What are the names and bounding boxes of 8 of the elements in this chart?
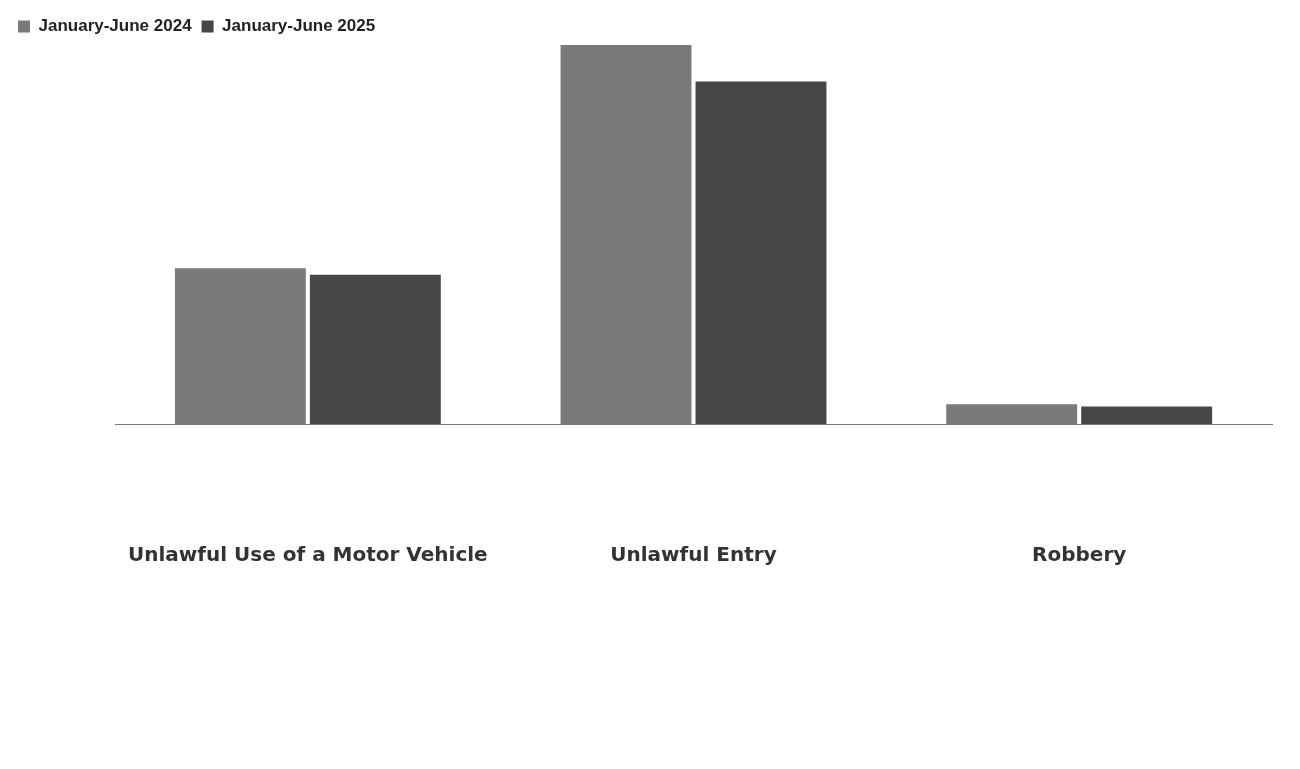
bar [1081,406,1213,424]
bar [309,274,441,424]
x-tick-label: Unlawful Use of a Motor Vehicle [128,542,488,567]
x-tick-label: Unlawful Entry [610,542,777,567]
legend-label: January-June 2025 [222,16,376,36]
x-tick-label: Robbery [1032,542,1127,567]
bar [695,81,827,424]
legend-label: January-June 2024 [38,16,193,36]
